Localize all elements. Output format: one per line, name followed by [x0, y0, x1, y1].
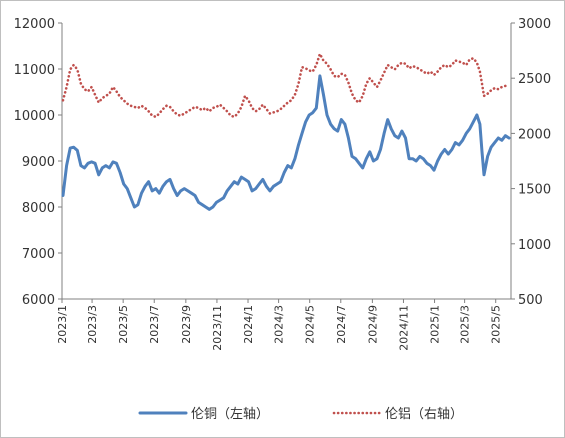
x-tick-label: 2024/9 [366, 305, 379, 344]
left-tick-label: 10000 [14, 109, 55, 124]
x-tick-label: 2024/7 [335, 305, 348, 344]
left-tick-label: 9000 [22, 155, 55, 170]
left-tick-label: 6000 [22, 293, 55, 308]
left-tick-label: 7000 [22, 247, 55, 262]
series-lines [61, 52, 511, 211]
x-tick-label: 2023/5 [117, 305, 130, 344]
legend-label-1: 伦铜（左轴） [191, 407, 269, 422]
right-tick-label: 500 [518, 293, 543, 308]
right-tick-label: 2500 [518, 72, 551, 87]
legend-label-2: 伦铝（右轴） [385, 407, 463, 422]
right-tick-label: 1500 [518, 183, 551, 198]
right-tick-label: 2000 [518, 127, 551, 142]
axes: 6000 7000 8000 9000 10000 11000 12000 500 1000 15… [14, 17, 551, 351]
x-tick-label: 2023/3 [86, 305, 99, 344]
series-line-2 [61, 52, 511, 119]
legend: 伦铜（左轴） 伦铝（右轴） [138, 407, 463, 422]
x-tick-label: 2023/7 [148, 305, 161, 344]
left-tick-label: 11000 [14, 63, 55, 78]
series-line-1 [61, 74, 511, 211]
x-tick-label: 2025/5 [490, 305, 503, 344]
x-tick-label: 2024/1 [242, 305, 255, 344]
right-tick-label: 1000 [518, 238, 551, 253]
x-tick-label: 2025/1 [429, 305, 442, 344]
x-tick-label: 2023/9 [180, 305, 193, 344]
right-tick-label: 3000 [518, 17, 551, 32]
x-tick-label: 2024/5 [304, 305, 317, 344]
left-tick-label: 8000 [22, 201, 55, 216]
x-tick-label: 2024/3 [273, 305, 286, 344]
x-tick-label: 2023/1 [56, 305, 69, 344]
x-tick-label: 2024/11 [397, 305, 410, 351]
x-tick-label: 2023/11 [211, 305, 224, 351]
left-tick-label: 12000 [14, 17, 55, 32]
x-tick-label: 2025/3 [459, 305, 472, 344]
